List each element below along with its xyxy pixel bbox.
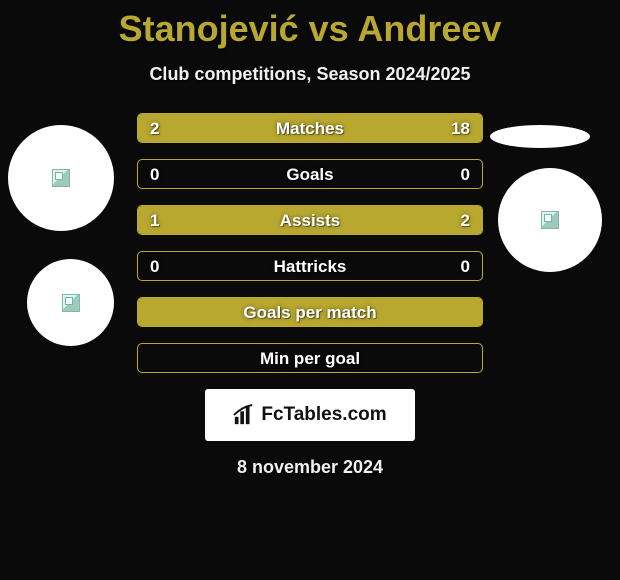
stat-label: Min per goal [260, 344, 360, 373]
stat-left-value: 0 [150, 252, 159, 281]
stat-label: Goals [286, 160, 333, 189]
stat-left-value: 0 [150, 160, 159, 189]
stat-right-value: 18 [451, 114, 470, 143]
attribution-text: FcTables.com [261, 404, 386, 426]
page-title: Stanojević vs Andreev [0, 0, 620, 50]
broken-image-icon [52, 169, 70, 187]
stat-row-matches: 2 Matches 18 [137, 113, 483, 143]
stat-row-goals-per-match: Goals per match [137, 297, 483, 327]
comparison-chart: 2 Matches 18 0 Goals 0 1 Assists 2 0 Hat… [137, 113, 483, 373]
stat-left-value: 1 [150, 206, 159, 235]
stat-right-value: 0 [461, 160, 470, 189]
avatar-player-right-ellipse [490, 125, 590, 148]
stat-row-goals: 0 Goals 0 [137, 159, 483, 189]
stat-right-value: 2 [461, 206, 470, 235]
date-text: 8 november 2024 [0, 457, 620, 478]
stat-label: Assists [280, 206, 340, 235]
avatar-player-left-1 [8, 125, 114, 231]
stat-left-value: 2 [150, 114, 159, 143]
stat-label: Goals per match [243, 298, 376, 327]
page-subtitle: Club competitions, Season 2024/2025 [0, 64, 620, 85]
stat-label: Hattricks [274, 252, 347, 281]
avatar-player-left-2 [27, 259, 114, 346]
broken-image-icon [541, 211, 559, 229]
attribution-badge: FcTables.com [205, 389, 415, 441]
bars-icon [233, 404, 255, 426]
stat-right-value: 0 [461, 252, 470, 281]
avatar-player-right-1 [498, 168, 602, 272]
stat-row-hattricks: 0 Hattricks 0 [137, 251, 483, 281]
stat-row-min-per-goal: Min per goal [137, 343, 483, 373]
stat-label: Matches [276, 114, 344, 143]
bar-left [138, 114, 193, 142]
broken-image-icon [62, 294, 80, 312]
stat-row-assists: 1 Assists 2 [137, 205, 483, 235]
